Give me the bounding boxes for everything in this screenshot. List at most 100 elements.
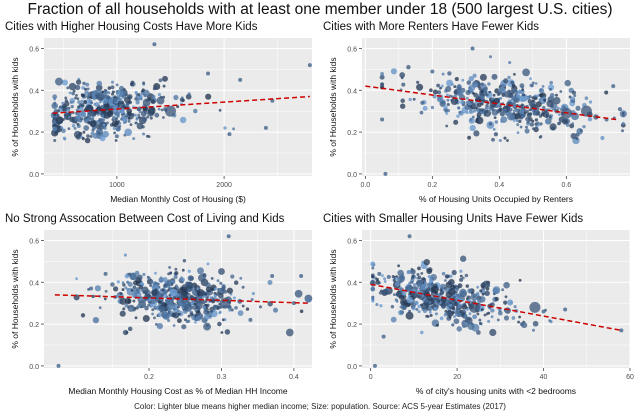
data-point xyxy=(154,271,157,275)
data-point xyxy=(210,276,214,280)
data-point xyxy=(476,285,480,289)
data-point xyxy=(84,87,87,91)
data-point xyxy=(533,96,538,101)
data-point xyxy=(135,121,138,125)
data-point xyxy=(270,274,275,278)
data-point xyxy=(170,282,174,286)
data-point xyxy=(141,286,149,294)
data-point xyxy=(167,318,171,323)
data-point xyxy=(111,92,114,96)
data-point xyxy=(137,113,141,117)
data-point xyxy=(488,55,493,59)
axes: 0.0 0.2 0.4 0.6 0.2 0.3 0.4 xyxy=(29,238,299,381)
data-point xyxy=(399,72,406,78)
data-point xyxy=(118,122,122,125)
data-point xyxy=(127,111,132,117)
data-point xyxy=(395,300,399,303)
data-point xyxy=(58,105,62,109)
data-point xyxy=(125,93,129,97)
data-point xyxy=(167,310,171,314)
data-point xyxy=(523,111,527,115)
data-point xyxy=(181,324,187,330)
data-point xyxy=(155,323,158,326)
data-point xyxy=(127,304,135,312)
data-point xyxy=(112,286,119,292)
y-tick-label: 0.6 xyxy=(347,238,357,245)
data-point xyxy=(507,112,515,121)
data-point xyxy=(559,90,563,93)
data-point xyxy=(148,108,154,115)
data-point xyxy=(98,111,102,115)
data-point xyxy=(81,93,85,97)
data-point xyxy=(91,128,95,132)
data-point xyxy=(73,126,77,130)
data-point xyxy=(491,137,495,142)
data-point xyxy=(123,253,127,257)
data-point xyxy=(422,308,428,314)
data-point xyxy=(545,108,549,112)
data-point xyxy=(142,272,146,277)
data-point xyxy=(110,282,115,287)
data-point xyxy=(485,312,489,316)
data-point xyxy=(177,305,180,309)
data-point xyxy=(460,100,465,105)
data-point xyxy=(429,277,433,281)
data-point xyxy=(518,278,522,282)
data-point xyxy=(107,91,111,95)
data-point xyxy=(72,120,76,124)
data-point xyxy=(491,73,498,80)
data-point xyxy=(472,92,476,95)
data-point xyxy=(428,300,432,304)
data-point xyxy=(106,121,109,125)
data-point xyxy=(377,271,382,276)
data-point xyxy=(202,305,206,310)
axes: 0.0 0.2 0.4 0.6 0 20 40 60 xyxy=(347,238,634,381)
data-point xyxy=(112,126,116,130)
data-point xyxy=(83,114,87,118)
trend-line xyxy=(370,283,622,332)
data-point xyxy=(514,89,518,93)
data-point xyxy=(98,117,103,123)
data-point xyxy=(459,277,464,282)
data-point xyxy=(526,112,532,118)
scatter-plot-renters: Cities with More Renters Have Fewer Kids… xyxy=(323,21,630,204)
data-point xyxy=(111,90,115,94)
data-point xyxy=(457,304,462,308)
data-point xyxy=(443,105,448,110)
data-point xyxy=(546,100,554,108)
data-point xyxy=(549,319,553,324)
data-point xyxy=(449,274,453,278)
data-point xyxy=(575,137,579,140)
data-point xyxy=(467,298,471,302)
data-point xyxy=(487,82,491,86)
data-point xyxy=(216,305,220,309)
data-point xyxy=(130,82,134,86)
data-point xyxy=(380,274,384,278)
data-point xyxy=(248,317,253,322)
data-point xyxy=(53,109,58,114)
data-point xyxy=(537,123,541,127)
data-point xyxy=(375,280,381,285)
data-point xyxy=(400,98,405,104)
y-axis-label: % of Households with kids xyxy=(328,57,338,156)
data-point xyxy=(198,274,206,282)
data-point xyxy=(103,112,111,119)
data-point xyxy=(394,276,398,280)
data-point xyxy=(479,73,487,81)
data-point xyxy=(141,88,145,92)
data-point xyxy=(539,134,543,138)
y-tick-label: 0.6 xyxy=(347,46,357,53)
data-point xyxy=(541,84,545,88)
data-point xyxy=(555,93,558,97)
data-point xyxy=(416,83,424,91)
data-point xyxy=(570,132,577,140)
data-point xyxy=(391,275,395,278)
data-point xyxy=(114,134,119,139)
data-point xyxy=(477,298,482,304)
data-point xyxy=(470,293,479,301)
data-point xyxy=(193,108,198,114)
data-point xyxy=(153,316,156,320)
data-point xyxy=(118,85,125,91)
data-point xyxy=(198,295,203,299)
data-point xyxy=(116,280,120,284)
